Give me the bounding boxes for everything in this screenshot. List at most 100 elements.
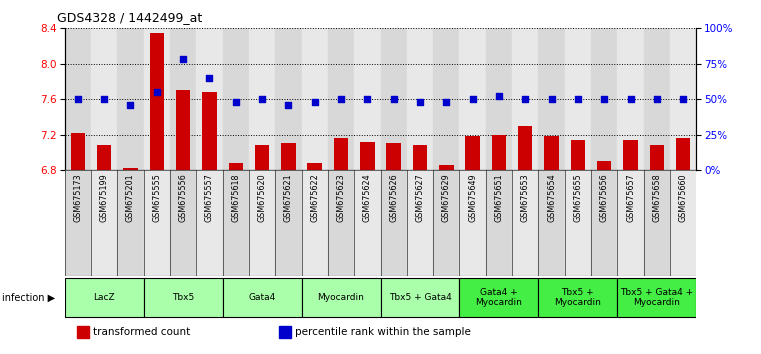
Text: GSM675657: GSM675657 [626,173,635,222]
Bar [301,28,328,170]
FancyBboxPatch shape [539,278,617,317]
Bar [275,170,301,276]
Bar [91,28,117,170]
Bar [281,143,295,170]
Point [440,99,452,105]
Bar [591,170,617,276]
Point [256,96,268,102]
Bar [512,28,539,170]
Text: GSM675556: GSM675556 [179,173,188,222]
Text: GSM675622: GSM675622 [310,173,319,222]
FancyBboxPatch shape [144,278,223,317]
Bar [623,140,638,170]
Bar [670,28,696,170]
Bar [597,161,611,170]
Bar [223,28,249,170]
Bar [412,145,427,170]
Point [282,102,295,108]
Text: GSM675651: GSM675651 [495,173,504,222]
Text: Tbx5 + Gata4 +
Myocardin: Tbx5 + Gata4 + Myocardin [620,288,693,307]
Text: GSM675626: GSM675626 [389,173,398,222]
Bar [486,28,512,170]
Text: GSM675623: GSM675623 [336,173,345,222]
Text: GSM675621: GSM675621 [284,173,293,222]
Bar [328,28,354,170]
Point [387,96,400,102]
Bar [65,28,91,170]
Bar [91,170,117,276]
Bar [249,28,275,170]
Bar [460,28,486,170]
Text: GSM675173: GSM675173 [73,173,82,222]
Point [335,96,347,102]
Bar [571,140,585,170]
Text: infection ▶: infection ▶ [2,292,55,302]
Bar [512,170,539,276]
Text: percentile rank within the sample: percentile rank within the sample [295,327,471,337]
FancyBboxPatch shape [301,278,380,317]
Bar [433,28,460,170]
Bar [407,170,433,276]
Point [230,99,242,105]
Text: transformed count: transformed count [93,327,190,337]
Text: Gata4 +
Myocardin: Gata4 + Myocardin [476,288,522,307]
Bar [486,170,512,276]
Bar [492,135,506,170]
Bar [170,28,196,170]
Point [572,96,584,102]
Text: GSM675654: GSM675654 [547,173,556,222]
Bar [123,168,138,170]
Text: Gata4: Gata4 [248,293,275,302]
Text: Myocardin: Myocardin [317,293,365,302]
Bar [301,170,328,276]
Bar [380,170,407,276]
Bar [565,28,591,170]
Text: GSM675618: GSM675618 [231,173,240,222]
Bar [202,92,217,170]
Bar [223,170,249,276]
Text: GSM675557: GSM675557 [205,173,214,222]
Bar [255,145,269,170]
Bar [354,28,380,170]
Bar [117,28,144,170]
Text: GSM675658: GSM675658 [652,173,661,222]
Bar [387,143,401,170]
Bar [439,165,454,170]
Point [677,96,689,102]
Bar [539,28,565,170]
Text: GSM675660: GSM675660 [679,173,688,222]
Point [625,96,637,102]
Bar [565,170,591,276]
Text: GSM675653: GSM675653 [521,173,530,222]
Bar [249,170,275,276]
Bar [71,133,85,170]
Point [519,96,531,102]
Text: GSM675624: GSM675624 [363,173,372,222]
Bar [97,145,111,170]
Bar [144,28,170,170]
Bar [644,170,670,276]
Bar [539,170,565,276]
Bar [307,163,322,170]
Point [98,96,110,102]
Bar [117,170,144,276]
Bar [354,170,380,276]
FancyBboxPatch shape [460,278,539,317]
Point [203,75,215,81]
Point [493,93,505,99]
Bar [466,136,480,170]
Point [124,102,136,108]
Bar [617,28,644,170]
Bar [328,170,354,276]
Point [361,96,374,102]
Bar [518,126,533,170]
Text: GSM675620: GSM675620 [257,173,266,222]
Bar [644,28,670,170]
Bar [150,33,164,170]
Bar [676,138,690,170]
Text: GSM675649: GSM675649 [468,173,477,222]
Bar [65,170,91,276]
Text: GSM675627: GSM675627 [416,173,425,222]
Bar [460,170,486,276]
Bar [275,28,301,170]
